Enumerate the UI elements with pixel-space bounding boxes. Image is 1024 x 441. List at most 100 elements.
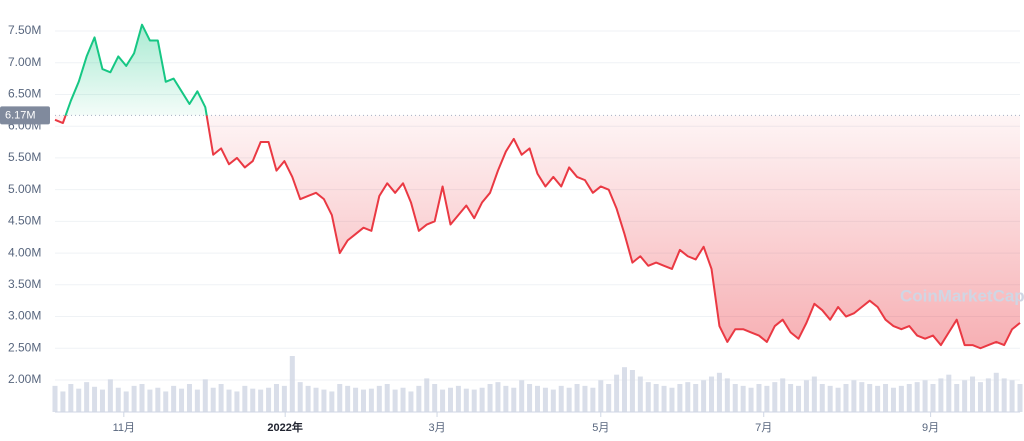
volume-bar [669,387,675,412]
volume-bar [922,380,928,412]
y-tick-label: 2.00M [8,372,41,386]
volume-bar [622,367,628,412]
volume-bar [993,372,999,412]
volume-bar [479,387,485,412]
volume-bar [147,389,153,412]
volume-bar [740,385,746,412]
volume-bar [440,389,446,412]
volume-bar [60,391,66,412]
volume-bar [930,384,936,412]
volume-bar [867,384,873,412]
volume-bar [202,379,208,412]
volume-bar [590,387,596,412]
volume-bar [471,389,477,412]
volume-bar [92,386,98,412]
volume-bar [954,384,960,412]
x-tick-label: 5月 [592,422,609,434]
volume-bar [297,382,303,412]
volume-bar [266,387,272,412]
volume-bar [163,391,169,412]
volume-bar [716,372,722,412]
volume-bar [970,376,976,412]
watermark: CoinMarketCap [900,286,1024,305]
volume-bar [883,384,889,412]
volume-bar [455,385,461,412]
volume-bar [756,384,762,412]
volume-bar [724,378,730,412]
volume-bar [914,382,920,412]
volume-bar [653,384,659,412]
baseline-label: 6.17M [5,109,36,121]
volume-bar [313,387,319,412]
volume-bar [1001,378,1007,412]
volume-bar [226,389,232,412]
y-tick-label: 4.00M [8,245,41,259]
volume-bar [796,385,802,412]
volume-bar [384,384,390,412]
x-tick-label: 7月 [755,422,772,434]
volume-bar [558,385,564,412]
volume-bar [819,384,825,412]
volume-bar [400,387,406,412]
y-tick-label: 5.50M [8,150,41,164]
volume-bar [84,382,90,412]
volume-bar [851,380,857,412]
volume-bar [906,384,912,412]
volume-bar [242,385,248,412]
volume-bar [345,385,351,412]
volume-bar [186,384,192,412]
volume-bar [281,385,287,412]
volume-bar [360,389,366,412]
volume-bar [139,384,145,412]
volume-bar [218,384,224,412]
volume-bar [709,376,715,412]
volume-bar [368,388,374,412]
volume-bar [859,382,865,412]
volume-bar [780,378,786,412]
volume-bar [693,384,699,412]
volume-bar [835,387,841,412]
price-line [54,23,1021,350]
volume-bar [115,387,121,412]
volume-bar [305,385,311,412]
y-tick-label: 3.00M [8,309,41,323]
y-tick-label: 3.50M [8,277,41,291]
volume-bar [155,387,161,412]
volume-bar [408,391,414,412]
x-tick-label: 9月 [922,422,939,434]
volume-bar [629,370,635,412]
volume-bar [258,389,264,412]
x-tick-label: 11月 [113,422,135,434]
volume-bar [542,387,548,412]
volume-bar [1017,384,1023,412]
volume-bar [463,388,469,412]
volume-bar [527,384,533,412]
volume-bar [52,385,58,412]
volume-bar [321,389,327,412]
volume-bar [574,384,580,412]
volume-bar [637,376,643,412]
volume-bar [677,384,683,412]
y-tick-label: 7.50M [8,23,41,37]
volume-bar [661,385,667,412]
volume-bar [985,378,991,412]
volume-bar [123,391,129,412]
volume-bar [194,389,200,412]
volume-bar [495,382,501,412]
volume-bar [337,384,343,412]
y-tick-label: 7.00M [8,55,41,69]
volume-bar [946,374,952,412]
area-fill [55,24,1020,349]
volume-bar [843,384,849,412]
volume-bar [938,378,944,412]
volume-bar [432,384,438,412]
volume-bar [131,385,137,412]
volume-bar [606,384,612,412]
volume-bar [273,384,279,412]
y-tick-label: 2.50M [8,340,41,354]
volume-bar [68,384,74,412]
volume-bar [788,384,794,412]
volume-bar [748,387,754,412]
volume-bar [890,387,896,412]
volume-bar [701,380,707,412]
